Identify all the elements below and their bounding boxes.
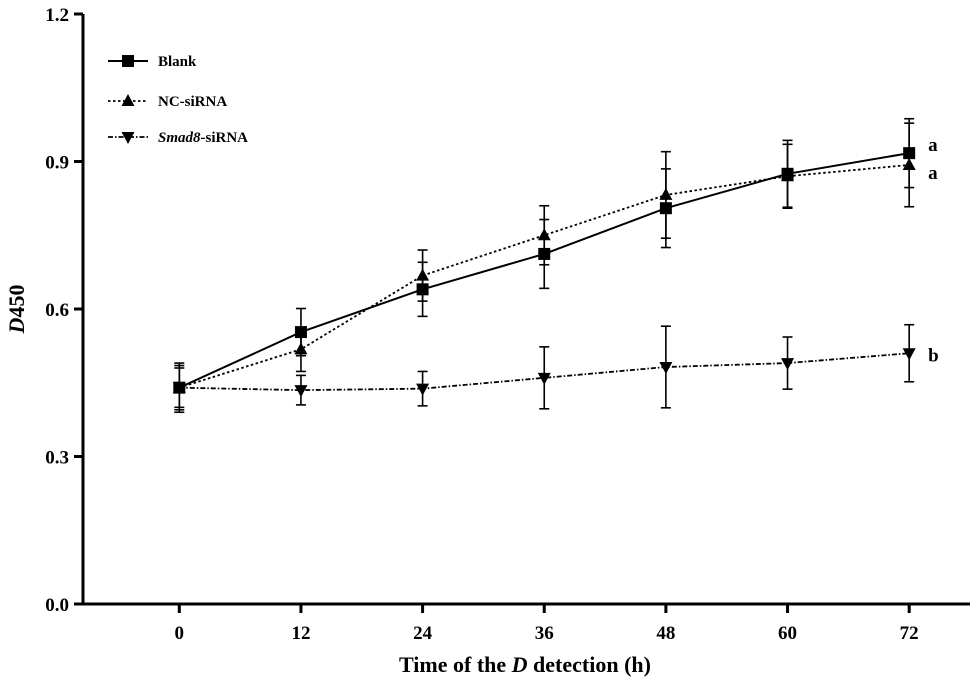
legend-label: Blank	[158, 54, 197, 70]
y-tick-label: 0.0	[45, 595, 69, 616]
x-axis-title: Time of the D detection (h)	[399, 652, 651, 677]
y-tick-label: 0.9	[45, 153, 69, 174]
data-point-blank	[659, 202, 672, 215]
data-point-smad8-sirna	[659, 362, 673, 375]
data-point-smad8-sirna	[537, 372, 551, 385]
legend-label-text: NC-siRNA	[158, 94, 227, 110]
x-tick-label: 60	[778, 623, 797, 644]
y-tick-label: 1.2	[45, 5, 69, 26]
legend-label: Smad8-siRNA	[158, 130, 248, 146]
x-tick-label: 24	[413, 623, 433, 644]
y-axis-title-part: 450	[4, 285, 29, 318]
data-point-blank	[173, 381, 186, 394]
significance-letter: a	[928, 163, 938, 184]
data-point-nc-sirna	[902, 157, 916, 170]
significance-annotations: aa b	[928, 135, 939, 366]
x-axis-title-italic: D	[511, 652, 528, 677]
data-point-nc-sirna	[416, 268, 430, 281]
legend-label-italic: Smad8	[158, 130, 201, 146]
data-point-blank	[903, 147, 916, 160]
significance-letter: a	[928, 135, 938, 156]
x-axis-title-part: Time of the	[399, 652, 512, 677]
data-markers	[172, 147, 916, 398]
data-point-smad8-sirna	[781, 358, 795, 371]
axes: 0.0 0.3 0.6 0.9 1.2 0 12 24 36 48 60 72	[45, 5, 970, 644]
y-axis-title-italic: D	[4, 317, 29, 334]
data-point-blank	[416, 283, 429, 296]
x-tick-label: 72	[900, 623, 919, 644]
legend-marker-nc-sirna	[121, 94, 135, 106]
x-tick-label: 36	[535, 623, 554, 644]
x-axis-title-part: detection (h)	[528, 652, 651, 677]
axis-titles: Time of the D detection (h)D450	[4, 285, 651, 677]
x-tick-label: 0	[175, 623, 185, 644]
error-bars	[174, 117, 915, 414]
legend-label: NC-siRNA	[158, 94, 227, 110]
legend-marker-smad8-sirna	[121, 132, 135, 144]
data-point-blank	[538, 247, 551, 260]
data-point-blank	[781, 167, 794, 180]
data-point-smad8-sirna	[902, 348, 916, 361]
y-tick-label: 0.3	[45, 448, 69, 469]
data-point-nc-sirna	[294, 342, 308, 355]
x-tick-label: 48	[656, 623, 675, 644]
data-point-nc-sirna	[659, 187, 673, 200]
legend-marker-blank	[122, 55, 134, 67]
x-tick-label: 12	[291, 623, 310, 644]
data-point-smad8-sirna	[416, 383, 430, 396]
data-point-nc-sirna	[537, 228, 551, 241]
legend: Blank NC-siRNA Smad8-siRNA	[108, 54, 248, 146]
legend-label-text: Blank	[158, 54, 197, 70]
y-tick-label: 0.6	[45, 300, 69, 321]
significance-letter: b	[928, 345, 939, 366]
y-axis-title: D450	[4, 285, 29, 335]
data-point-smad8-sirna	[294, 385, 308, 398]
data-point-blank	[294, 326, 307, 339]
legend-label-text: -siRNA	[201, 130, 249, 146]
